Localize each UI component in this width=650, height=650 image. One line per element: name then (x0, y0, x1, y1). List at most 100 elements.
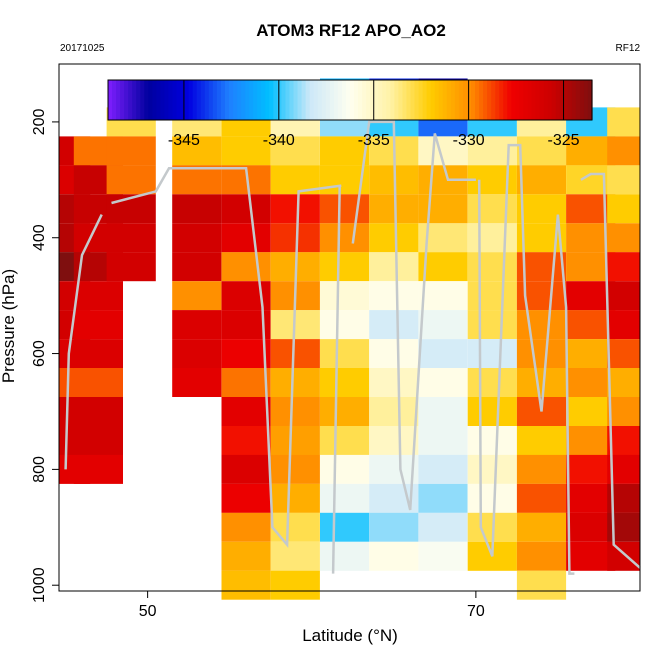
colorbar (107, 79, 593, 121)
heat-cell (270, 397, 320, 426)
chart-title: ATOM3 RF12 APO_AO2 (256, 21, 446, 40)
colorbar-swatch (212, 80, 218, 120)
heat-cell (270, 223, 320, 253)
colorbar-swatch (487, 80, 492, 120)
heat-cell (106, 136, 156, 166)
colorbar-swatch (196, 80, 202, 120)
colorbar-tick-label: -345 (168, 132, 200, 149)
colorbar-swatch (370, 80, 375, 120)
flight-label: RF12 (616, 43, 641, 54)
colorbar-tick-label: -335 (358, 132, 390, 149)
colorbar-swatch (358, 80, 363, 120)
colorbar-swatch (458, 80, 464, 120)
heat-cell (172, 252, 222, 282)
colorbar-swatch (144, 80, 149, 120)
colorbar-swatch (559, 80, 565, 120)
heat-cell (607, 541, 640, 571)
colorbar-swatch (245, 80, 250, 120)
colorbar-swatch (442, 80, 448, 120)
heat-cell (566, 426, 616, 455)
heat-cell (221, 252, 271, 282)
heat-cell (467, 223, 517, 253)
heat-cell (566, 368, 616, 397)
colorbar-swatch (523, 80, 529, 120)
colorbar-swatch (362, 80, 367, 120)
colorbar-swatch (120, 80, 125, 120)
colorbar-swatch (156, 80, 162, 120)
colorbar-swatch (402, 80, 408, 120)
heat-cell (320, 541, 370, 571)
colorbar-swatch (418, 80, 424, 120)
heat-cell (270, 512, 320, 542)
heatmap-cells (59, 78, 640, 600)
heat-cell (607, 252, 640, 282)
colorbar-swatch (341, 80, 347, 120)
heat-cell (221, 512, 271, 542)
heat-cell (320, 397, 370, 426)
colorbar-swatch (454, 80, 460, 120)
heat-cell (221, 194, 271, 224)
heat-cell (467, 252, 517, 282)
colorbar-swatch (374, 80, 379, 120)
heat-cell (369, 194, 419, 224)
heat-cell (221, 570, 271, 600)
colorbar-swatch (466, 80, 472, 120)
heat-cell (607, 397, 640, 426)
heat-cell (270, 426, 320, 455)
colorbar-swatch (237, 80, 242, 120)
heat-cell (418, 397, 468, 426)
colorbar-swatch (337, 80, 343, 120)
colorbar-swatch (579, 80, 585, 120)
heat-cell (418, 310, 468, 340)
heat-cell (607, 426, 640, 455)
colorbar-swatch (571, 80, 577, 120)
colorbar-swatch (297, 80, 303, 120)
heat-cell (418, 454, 468, 484)
heat-cell (320, 136, 370, 166)
colorbar-swatch (269, 80, 274, 120)
heat-cell (221, 136, 271, 166)
colorbar-swatch (249, 80, 254, 120)
heat-cell (270, 570, 320, 600)
heat-cell (270, 339, 320, 369)
heat-cell (566, 454, 616, 484)
heat-cell (516, 310, 567, 340)
heat-cell (320, 368, 370, 397)
heat-cell (607, 194, 640, 224)
colorbar-swatch (333, 80, 339, 120)
heat-cell (270, 368, 320, 397)
colorbar-tick-label: -330 (453, 132, 485, 149)
heat-cell (270, 136, 320, 166)
heat-cell (320, 194, 370, 224)
x-tick-label: 50 (139, 603, 157, 620)
colorbar-swatch (446, 80, 452, 120)
heat-cell (320, 426, 370, 455)
heat-cell (369, 426, 419, 455)
heat-cell (73, 310, 123, 340)
heat-cell (467, 281, 517, 311)
colorbar-swatch (220, 80, 226, 120)
heat-cell (418, 512, 468, 542)
colorbar-swatch (233, 80, 238, 120)
colorbar-swatch (168, 80, 174, 120)
heat-cell (172, 223, 222, 253)
heat-cell (607, 165, 640, 195)
colorbar-swatch (285, 80, 291, 120)
heat-cell (369, 368, 419, 397)
heat-cell (270, 194, 320, 224)
heat-cell (369, 454, 419, 484)
heat-cell (369, 281, 419, 311)
heat-cell (369, 397, 419, 426)
colorbar-swatch (241, 80, 246, 120)
heat-cell (516, 136, 567, 166)
heat-cell (566, 165, 616, 195)
heat-cell (221, 483, 271, 513)
heat-cell (418, 194, 468, 224)
heat-cell (418, 541, 468, 571)
heat-cell (607, 281, 640, 311)
colorbar-swatch (398, 80, 404, 120)
colorbar-swatch (587, 80, 593, 120)
heat-cell (467, 368, 517, 397)
colorbar-swatch (184, 80, 190, 120)
heat-cell (221, 368, 271, 397)
